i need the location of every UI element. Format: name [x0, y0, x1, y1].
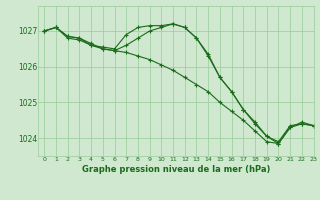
X-axis label: Graphe pression niveau de la mer (hPa): Graphe pression niveau de la mer (hPa)	[82, 165, 270, 174]
